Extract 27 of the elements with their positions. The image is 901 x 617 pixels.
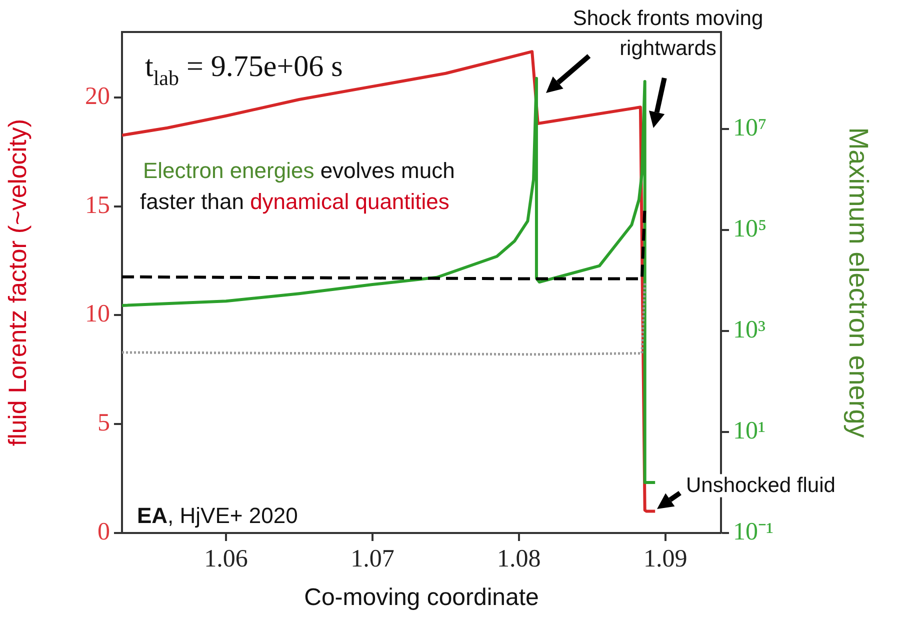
y-tick-label: 20 — [85, 82, 110, 110]
annotation: dynamical quantities — [250, 189, 450, 214]
annotation: evolves much — [314, 158, 455, 183]
annotation: faster than — [140, 189, 250, 214]
line-series — [122, 281, 646, 356]
y2-axis-title: Maximum electron energy — [843, 127, 874, 438]
x-axis-title: Co-moving coordinate — [304, 584, 539, 612]
y2-tick-label: 10¹ — [733, 418, 766, 445]
annotation: Unshocked fluid — [686, 474, 836, 497]
y-tick-label: 10 — [85, 300, 110, 328]
y2-tick-label: 10⁵ — [733, 216, 767, 243]
annotation: rightwards — [620, 37, 716, 60]
x-tick-label: 1.08 — [497, 546, 541, 573]
annotation: Electron energies — [143, 158, 314, 183]
y-axis-title: fluid Lorentz factor (~velocity) — [4, 118, 32, 446]
y2-tick-label: 10⁻¹ — [733, 518, 774, 546]
annotation: EA — [137, 503, 168, 528]
text: Shock fronts moving — [572, 7, 764, 30]
y2-tick-label: 10⁷ — [733, 114, 767, 142]
y-tick-label: 0 — [98, 518, 110, 546]
y2-tick-label: 10³ — [733, 316, 766, 344]
x-tick-label: 1.06 — [204, 546, 248, 573]
x-tick-label: 1.07 — [350, 546, 394, 573]
annotation: , HjVE+ 2020 — [168, 503, 298, 528]
x-tick-label: 1.09 — [643, 546, 688, 573]
y-tick-label: 5 — [98, 410, 110, 437]
y-tick-label: 15 — [85, 192, 110, 219]
